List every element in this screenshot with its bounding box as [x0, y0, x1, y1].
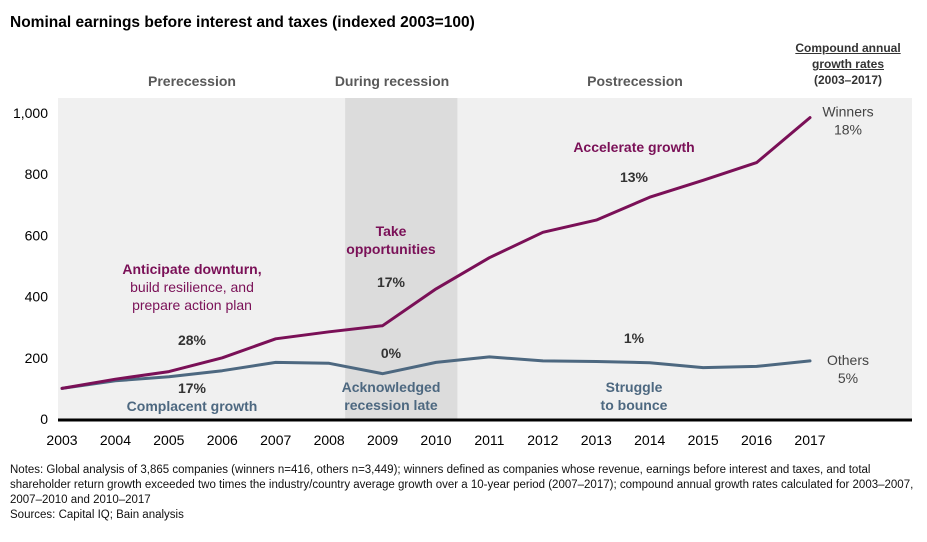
- y-tick-label: 400: [25, 289, 49, 305]
- x-tick-label: 2014: [634, 432, 665, 448]
- x-tick-label: 2011: [474, 432, 504, 448]
- x-tick-label: 2015: [688, 432, 719, 448]
- phase-prerecession: Prerecession: [148, 73, 236, 89]
- others-legend-label: Others: [827, 352, 869, 368]
- winners-cagr: 18%: [834, 122, 862, 138]
- x-tick-label: 2004: [100, 432, 131, 448]
- phase-postrecession: Postrecession: [587, 73, 683, 89]
- others-recession-heading: Acknowledged: [342, 379, 441, 395]
- others-postrecession-heading: Struggle: [606, 379, 663, 395]
- x-tick-label: 2010: [420, 432, 451, 448]
- winners-postrecession-heading: Accelerate growth: [573, 139, 694, 155]
- recession-band: [345, 98, 458, 419]
- cagr-header: Compound annual growth rates (2003–2017): [772, 40, 924, 88]
- line-chart: 0 200 400 600 800 1,000 2003 2004 2005 2006 2007 20…: [13, 98, 912, 448]
- y-tick-label: 200: [25, 350, 49, 366]
- winners-recession-heading: Take: [376, 223, 407, 239]
- others-cagr: 5%: [838, 370, 858, 386]
- others-postrecession-heading: to bounce: [601, 397, 668, 413]
- winners-recession-heading: opportunities: [346, 241, 436, 257]
- winners-prerecession-text: prepare action plan: [132, 297, 252, 313]
- cagr-header-line2: growth rates: [811, 57, 884, 71]
- phase-during-recession: During recession: [334, 73, 450, 89]
- winners-line: [60, 116, 812, 390]
- x-tick-label: 2005: [153, 432, 184, 448]
- cagr-header-line1: Compound annual: [795, 41, 901, 55]
- x-tick-label: 2013: [581, 432, 612, 448]
- y-tick-label: 1,000: [13, 105, 48, 121]
- x-tick-label: 2017: [794, 432, 825, 448]
- y-tick-label: 0: [40, 411, 48, 427]
- others-postrecession-cagr: 1%: [624, 330, 645, 346]
- notes-text: Notes: Global analysis of 3,865 companie…: [10, 464, 914, 506]
- x-tick-label: 2007: [260, 432, 291, 448]
- others-recession-cagr: 0%: [381, 345, 402, 361]
- sources-text: Sources: Capital IQ; Bain analysis: [10, 509, 184, 521]
- others-prerecession-heading: Complacent growth: [127, 398, 258, 414]
- x-tick-label: 2006: [207, 432, 238, 448]
- x-tick-label: 2012: [527, 432, 558, 448]
- x-tick-label: 2016: [741, 432, 772, 448]
- y-tick-label: 600: [25, 227, 49, 243]
- others-line: [60, 355, 812, 390]
- chart-title: Nominal earnings before interest and tax…: [10, 14, 475, 31]
- winners-prerecession-text: build resilience, and: [130, 279, 254, 295]
- x-tick-label: 2003: [46, 432, 77, 448]
- x-tick-label: 2008: [314, 432, 345, 448]
- notes: Notes: Global analysis of 3,865 companie…: [10, 463, 922, 523]
- winners-postrecession-cagr: 13%: [620, 169, 649, 185]
- winners-prerecession-heading: Anticipate downturn,: [122, 261, 261, 277]
- winners-recession-cagr: 17%: [377, 274, 406, 290]
- others-prerecession-cagr: 17%: [178, 380, 207, 396]
- winners-legend-label: Winners: [822, 104, 873, 120]
- others-recession-heading: recession late: [344, 397, 438, 413]
- plot-background: [58, 98, 912, 419]
- winners-prerecession-cagr: 28%: [178, 332, 207, 348]
- cagr-header-line3: (2003–2017): [813, 73, 883, 87]
- y-tick-label: 800: [25, 166, 49, 182]
- x-tick-label: 2009: [367, 432, 398, 448]
